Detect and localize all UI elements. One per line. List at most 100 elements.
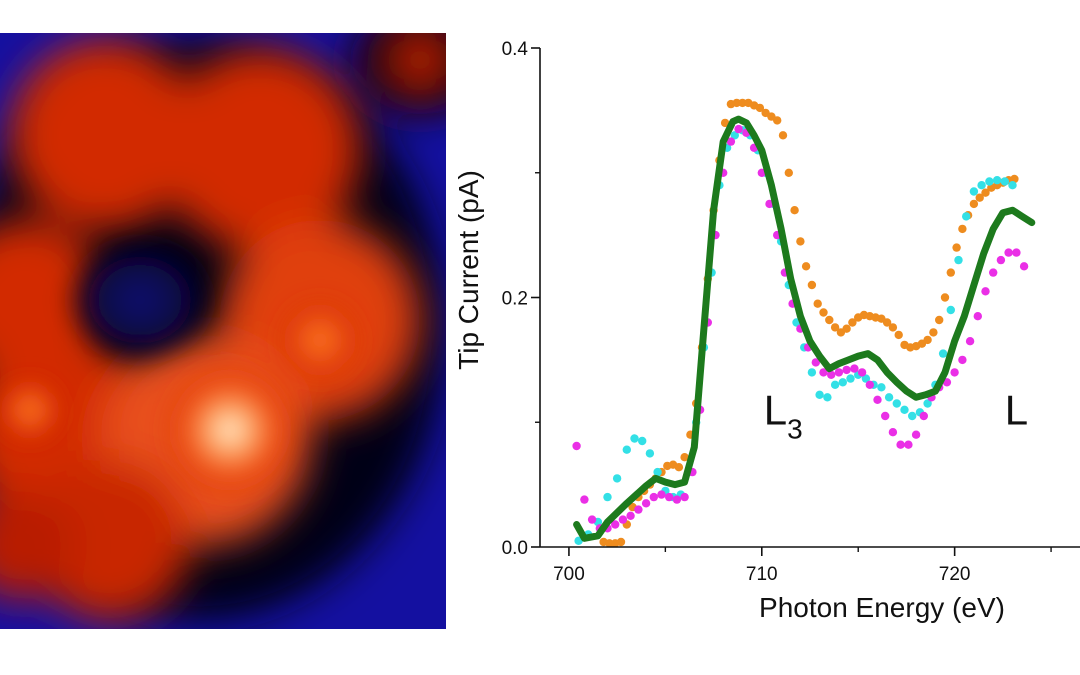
data-point <box>649 492 658 502</box>
peak-label-subscript: 3 <box>787 414 803 445</box>
x-tick-label: 710 <box>746 564 778 585</box>
data-point <box>946 305 955 315</box>
data-point <box>1008 181 1017 190</box>
data-point <box>605 539 614 548</box>
data-point <box>873 395 882 404</box>
data-point <box>911 430 921 439</box>
data-point <box>638 436 647 446</box>
data-point <box>946 268 955 277</box>
data-point <box>587 515 597 524</box>
data-point <box>819 368 828 377</box>
stm-image <box>0 33 446 629</box>
data-point <box>940 293 950 302</box>
data-point <box>985 177 994 186</box>
data-point <box>657 490 666 499</box>
data-point <box>992 176 1002 185</box>
chart-axes: 700 710 720 0.0 0.2 0.4 <box>502 39 1080 585</box>
data-point <box>958 224 967 234</box>
data-point <box>680 453 689 462</box>
data-point <box>850 364 859 373</box>
data-point <box>888 323 898 332</box>
data-point <box>908 411 917 421</box>
peak-label: L3 <box>764 387 803 445</box>
data-point <box>1004 248 1013 257</box>
y-axis-title: Tip Current (pA) <box>453 170 484 370</box>
series-dots-group <box>572 124 1029 533</box>
data-point <box>981 287 990 296</box>
data-point <box>861 374 871 383</box>
data-point <box>815 390 824 399</box>
data-point <box>807 280 817 290</box>
x-axis-title: Photon Energy (eV) <box>759 592 1005 623</box>
data-point <box>938 349 948 358</box>
data-point <box>962 212 971 221</box>
data-point <box>813 299 822 308</box>
plot-area <box>572 98 1036 548</box>
data-point <box>989 268 998 277</box>
data-point <box>881 411 890 421</box>
data-point <box>865 380 874 389</box>
data-point <box>653 467 662 477</box>
data-point <box>996 255 1006 265</box>
stm-central-hole <box>60 232 220 368</box>
data-point <box>641 499 651 508</box>
data-point <box>665 492 674 502</box>
data-point <box>969 199 979 209</box>
data-point <box>630 434 639 443</box>
y-tick-label: 0.0 <box>502 538 528 559</box>
data-point <box>935 315 944 325</box>
peak-label-base: L <box>1005 387 1028 434</box>
data-point <box>896 440 905 449</box>
data-point <box>634 505 643 514</box>
y-tick-label: 0.4 <box>502 39 529 60</box>
data-point <box>848 318 857 327</box>
data-point <box>778 131 788 140</box>
data-point <box>823 393 832 402</box>
data-point <box>807 368 817 377</box>
data-point <box>611 520 620 529</box>
data-point <box>680 492 689 502</box>
peak-label-base: L <box>764 387 787 434</box>
data-point <box>622 445 631 454</box>
data-point <box>965 337 975 346</box>
data-point <box>950 368 959 377</box>
data-point <box>1000 177 1009 186</box>
data-point <box>645 449 655 458</box>
data-point <box>904 440 913 449</box>
data-point <box>952 243 961 252</box>
data-point <box>819 308 828 317</box>
data-point <box>827 370 836 379</box>
data-point <box>801 262 811 271</box>
data-point <box>755 103 765 113</box>
data-point <box>884 393 894 402</box>
series-dots-group <box>574 126 1017 545</box>
data-point <box>977 181 986 190</box>
data-point <box>846 374 855 383</box>
data-point <box>923 335 932 345</box>
data-point <box>773 116 782 125</box>
data-point <box>618 515 628 524</box>
data-point <box>830 380 840 389</box>
data-point <box>830 323 840 332</box>
data-point <box>732 98 741 108</box>
data-point <box>900 405 909 414</box>
data-point <box>958 355 967 365</box>
x-tick-label: 720 <box>939 564 971 585</box>
data-point <box>730 131 739 140</box>
data-point <box>825 315 834 325</box>
data-point <box>580 495 589 504</box>
data-point <box>838 378 847 387</box>
x-tick-label: 700 <box>553 564 585 585</box>
data-point <box>811 358 820 367</box>
stm-bright-spots <box>0 295 365 500</box>
data-point <box>738 98 747 108</box>
data-point <box>612 474 622 483</box>
data-point <box>616 537 626 547</box>
data-point <box>603 492 612 502</box>
data-point <box>969 187 979 196</box>
data-point <box>888 428 898 437</box>
peak-annotations: L3 L <box>764 387 1028 445</box>
data-point <box>929 328 938 337</box>
peak-label: L <box>1005 387 1028 434</box>
